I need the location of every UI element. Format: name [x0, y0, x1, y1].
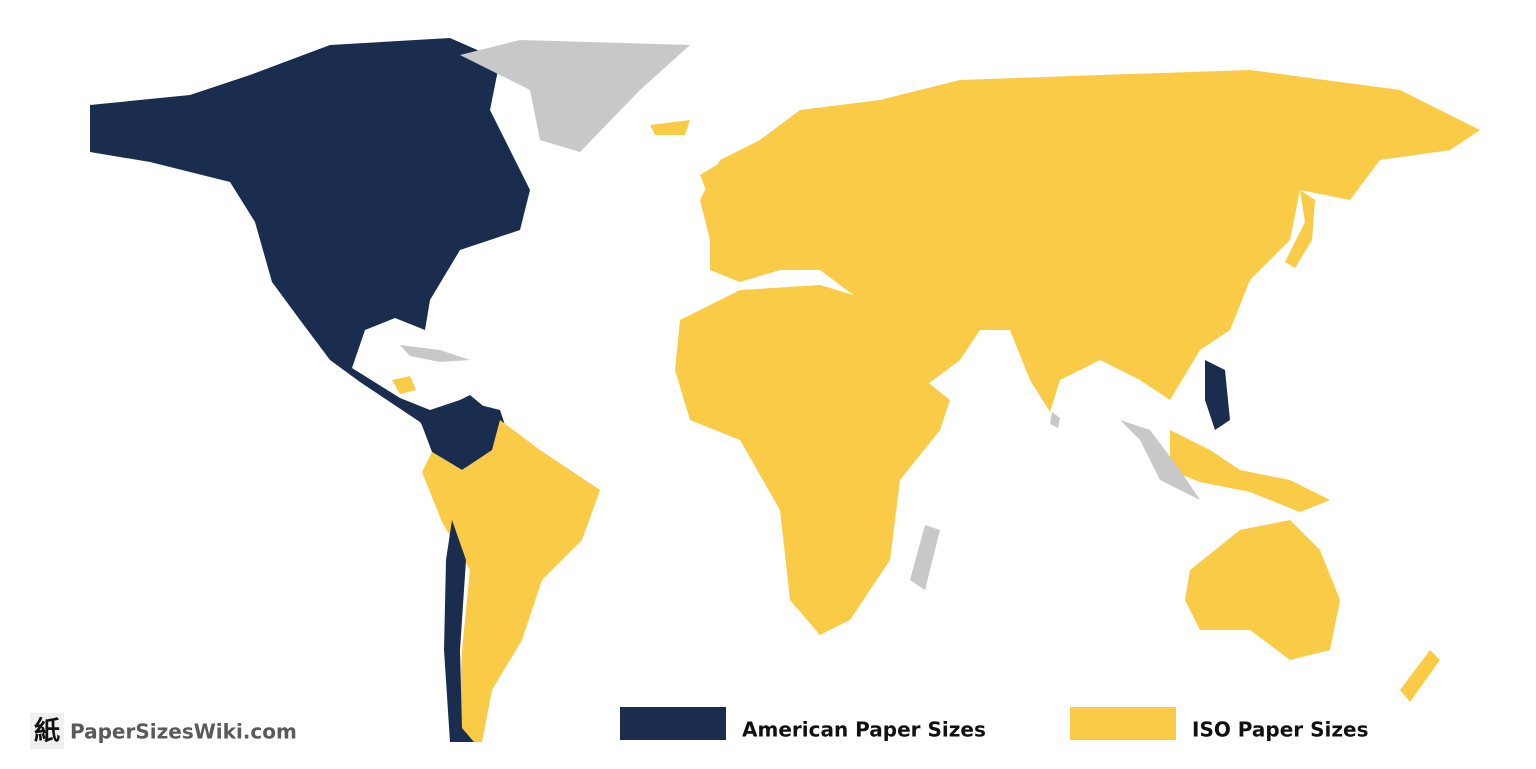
caribbean: [400, 345, 470, 362]
chile: [444, 520, 474, 742]
greenland: [460, 40, 690, 152]
brand: 紙 PaperSizesWiki.com: [30, 713, 297, 749]
philippines: [1205, 360, 1230, 430]
eurasia: [700, 70, 1480, 412]
legend-label: ISO Paper Sizes: [1192, 718, 1369, 742]
north-america: [90, 38, 530, 470]
northern-south-america: [420, 395, 500, 470]
japan: [1285, 190, 1315, 268]
indonesia: [1170, 430, 1330, 512]
map-regions: [90, 38, 1480, 742]
madagascar: [910, 525, 940, 590]
brand-icon-box: [30, 713, 64, 749]
legend-label: American Paper Sizes: [742, 718, 986, 742]
brand-name: PaperSizesWiki.com: [70, 720, 297, 744]
central-america-iso: [392, 376, 416, 394]
sri-lanka: [1050, 412, 1060, 428]
legend-swatch: [620, 707, 726, 740]
africa: [675, 285, 950, 635]
legend: American Paper Sizes ISO Paper Sizes: [620, 707, 1369, 742]
brand-icon: 紙: [34, 716, 60, 747]
legend-swatch: [1070, 707, 1176, 740]
southeast-asia: [1120, 420, 1200, 500]
south-america: [422, 420, 600, 742]
iceland: [650, 120, 690, 135]
new-zealand: [1400, 650, 1440, 702]
uk-ireland: [700, 160, 735, 200]
australia: [1185, 520, 1340, 660]
